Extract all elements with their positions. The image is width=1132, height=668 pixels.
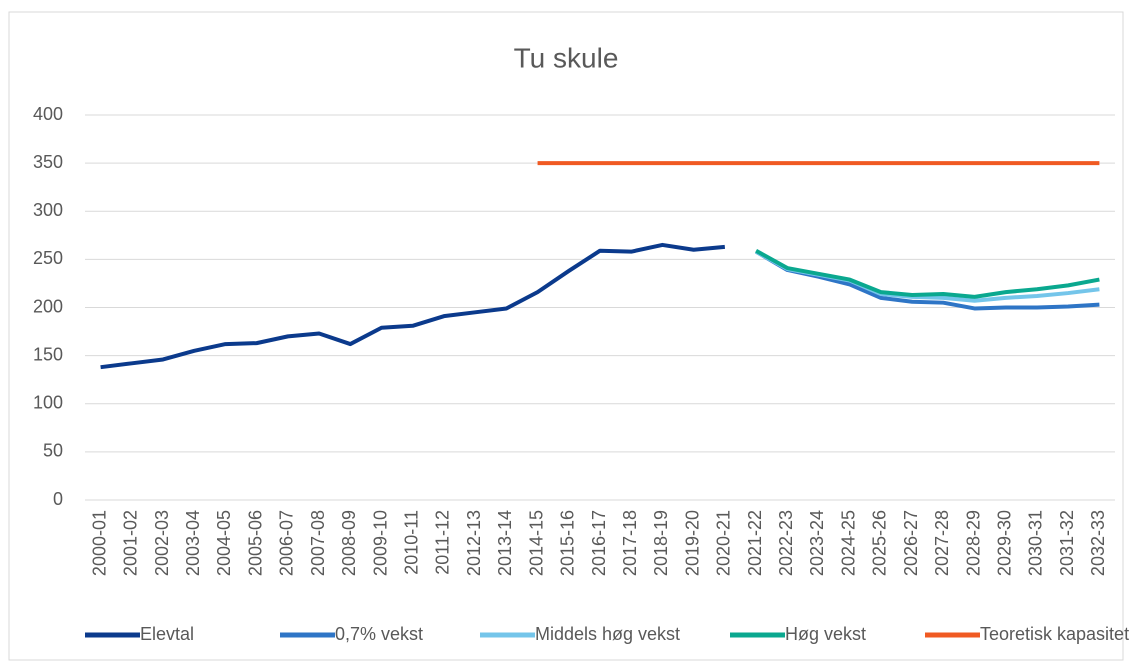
x-tick-label: 2031-32 bbox=[1057, 510, 1077, 576]
y-tick-label: 250 bbox=[33, 248, 63, 268]
series-line bbox=[100, 242, 726, 370]
x-tick-label: 2006-07 bbox=[277, 510, 297, 576]
legend-label: Middels høg vekst bbox=[535, 624, 680, 644]
x-tick-label: 2029-30 bbox=[995, 510, 1015, 576]
x-tick-label: 2026-27 bbox=[901, 510, 921, 576]
x-tick-label: 2021-22 bbox=[745, 510, 765, 576]
x-tick-label: 2004-05 bbox=[214, 510, 234, 576]
legend-label: 0,7% vekst bbox=[335, 624, 423, 644]
x-tick-label: 2030-31 bbox=[1026, 510, 1046, 576]
x-tick-label: 2013-14 bbox=[495, 510, 515, 576]
x-tick-label: 2032-33 bbox=[1088, 510, 1108, 576]
chart-title: Tu skule bbox=[514, 42, 619, 73]
y-tick-label: 0 bbox=[53, 489, 63, 509]
legend-label: Elevtal bbox=[140, 624, 194, 644]
x-tick-label: 2028-29 bbox=[963, 510, 983, 576]
y-tick-label: 50 bbox=[43, 441, 63, 461]
x-tick-label: 2007-08 bbox=[308, 510, 328, 576]
x-tick-label: 2011-12 bbox=[433, 510, 453, 575]
legend-label: Høg vekst bbox=[785, 624, 866, 644]
x-tick-label: 2014-15 bbox=[526, 510, 546, 576]
x-tick-label: 2015-16 bbox=[558, 510, 578, 576]
x-tick-label: 2022-23 bbox=[776, 510, 796, 576]
legend-label: Teoretisk kapasitet bbox=[980, 624, 1129, 644]
x-tick-label: 2001-02 bbox=[121, 510, 141, 576]
y-tick-label: 200 bbox=[33, 296, 63, 316]
y-tick-label: 150 bbox=[33, 344, 63, 364]
x-tick-label: 2025-26 bbox=[870, 510, 890, 576]
y-tick-label: 300 bbox=[33, 200, 63, 220]
x-tick-label: 2012-13 bbox=[464, 510, 484, 576]
y-tick-label: 100 bbox=[33, 393, 63, 413]
y-tick-label: 400 bbox=[33, 104, 63, 124]
chart-frame bbox=[8, 11, 1124, 661]
x-tick-label: 2019-20 bbox=[682, 510, 702, 576]
x-tick-label: 2009-10 bbox=[370, 510, 390, 576]
x-tick-label: 2005-06 bbox=[245, 510, 265, 576]
x-tick-label: 2002-03 bbox=[152, 510, 172, 576]
series-line bbox=[755, 248, 1100, 299]
x-tick-label: 2017-18 bbox=[620, 510, 640, 576]
x-tick-label: 2027-28 bbox=[932, 510, 952, 576]
x-tick-label: 2016-17 bbox=[589, 510, 609, 576]
x-tick-label: 2018-19 bbox=[651, 510, 671, 576]
x-tick-label: 2008-09 bbox=[339, 510, 359, 576]
x-tick-label: 2010-11 bbox=[401, 510, 421, 575]
x-tick-label: 2003-04 bbox=[183, 510, 203, 576]
x-tick-label: 2020-21 bbox=[714, 510, 734, 576]
x-tick-label: 2023-24 bbox=[807, 510, 827, 576]
x-tick-label: 2024-25 bbox=[838, 510, 858, 576]
y-tick-label: 350 bbox=[33, 152, 63, 172]
x-tick-label: 2000-01 bbox=[89, 510, 109, 576]
